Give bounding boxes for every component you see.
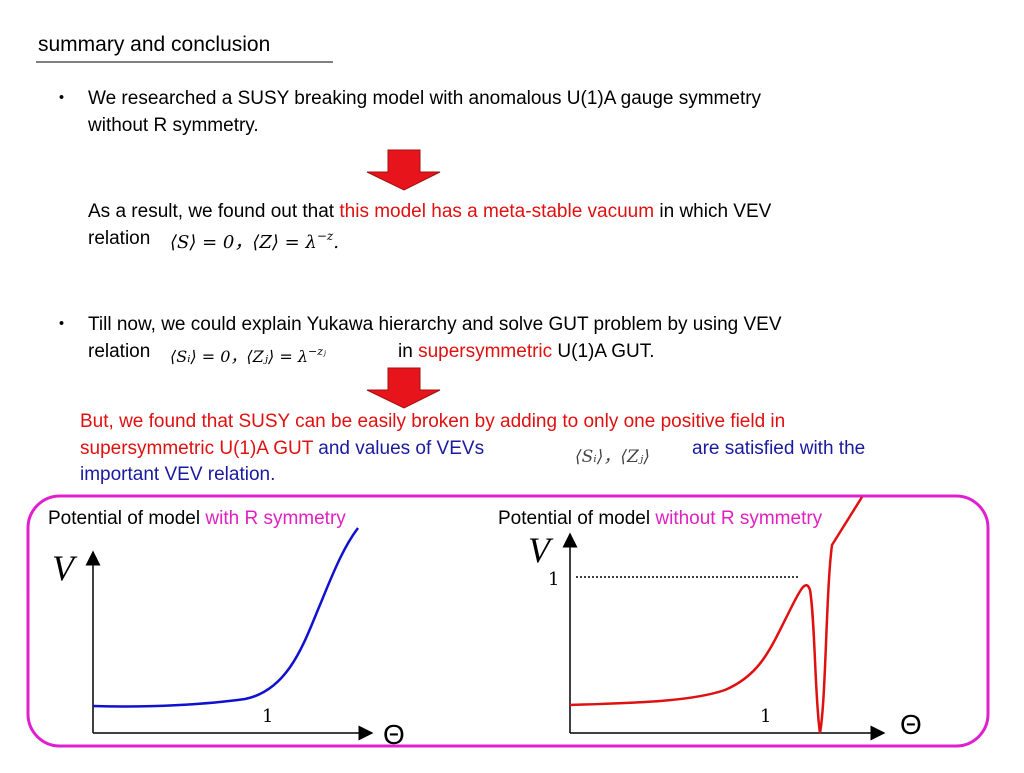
math: −zⱼ [308,345,326,358]
text: But, we found that SUSY can be easily br… [80,411,785,432]
text: this model has a meta-stable vacuum [339,201,654,222]
curve [92,527,359,708]
text: relation [88,341,150,362]
text: relation [88,228,150,249]
frame [26,494,990,748]
text: with R symmetry [204,508,346,529]
bullet: ・ [52,314,71,335]
text: are satisfied with the [692,438,865,459]
text: supersymmetric [418,341,552,362]
caption: Potential of model with R symmetry [48,508,346,529]
x-tick: 1 [262,706,273,727]
text: in which VEV [654,201,772,222]
math: ⟨Sᵢ⟩ = 0，⟨Zⱼ⟩ = λ−zⱼ [170,345,326,366]
text: and values of VEVs [313,438,484,459]
text: As a result, we found out that this mode… [88,201,772,222]
text: . [333,232,339,253]
text: We researched a SUSY breaking model with… [88,88,762,109]
arrow [366,149,441,191]
curve [569,496,864,734]
math: ⟨Sᵢ⟩ = 0，⟨Zⱼ⟩ = λ [170,347,308,366]
x-tick: 1 [760,706,771,727]
text: As a result, we found out that [88,201,339,222]
caption: Potential of model without R symmetry [498,508,823,529]
text: Potential of model [498,508,655,529]
text: without R symmetry [654,508,822,529]
text: important VEV relation. [80,464,275,485]
math: −z [317,229,334,243]
x-label: Θ [383,719,405,750]
text: in [398,341,418,362]
text: Potential of model [48,508,205,529]
math: ⟨Sᵢ⟩，⟨Zⱼ⟩ [575,447,650,467]
text: U(1)A GUT. [552,341,654,362]
x-label: Θ [900,709,922,740]
text: Till now, we could explain Yukawa hierar… [88,314,782,335]
math: ⟨S⟩ = 0，⟨Z⟩ = λ−z. [170,229,339,253]
text: supersymmetric U(1)A GUT and values of V… [80,438,484,459]
text: without R symmetry. [87,115,259,136]
text: in supersymmetric U(1)A GUT. [398,341,655,362]
arrow [366,367,441,409]
text: supersymmetric U(1)A GUT [80,438,314,459]
y-label: V [52,548,78,588]
math: ⟨S⟩ = 0，⟨Z⟩ = λ [170,232,317,253]
title: summary and conclusion [38,33,270,56]
bullet: ・ [52,88,71,109]
y-tick: 1 [548,569,559,590]
y-label: V [528,530,554,570]
